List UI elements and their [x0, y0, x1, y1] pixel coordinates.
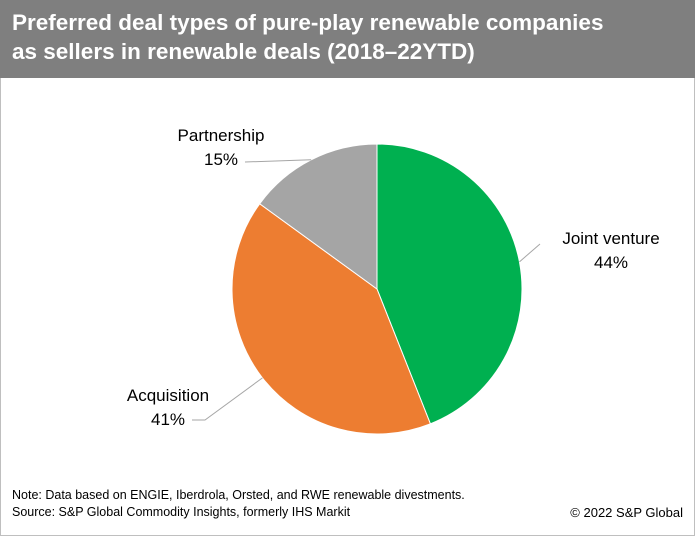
slice-label-acquisition: Acquisition — [127, 386, 209, 405]
header-bar: Preferred deal types of pure-play renewa… — [0, 0, 695, 78]
slice-value-joint-venture: 44% — [594, 253, 628, 272]
slice-label-joint-venture: Joint venture — [562, 229, 659, 248]
leader-lines — [192, 159, 541, 421]
pie-slices — [231, 143, 523, 435]
footnote-note: Note: Data based on ENGIE, Iberdrola, Or… — [12, 488, 465, 502]
slice-value-partnership: 15% — [204, 150, 238, 169]
slice-value-acquisition: 41% — [151, 410, 185, 429]
chart-title-line-1: Preferred deal types of pure-play renewa… — [12, 10, 604, 35]
copyright: © 2022 S&P Global — [570, 505, 683, 520]
slice-label-partnership: Partnership — [178, 126, 265, 145]
leader-line-joint-venture — [519, 243, 541, 263]
pie-slice-partnership — [258, 143, 378, 290]
leader-line-partnership — [244, 159, 312, 163]
footer-notes: Note: Data based on ENGIE, Iberdrola, Or… — [12, 487, 465, 521]
chart-title: Preferred deal types of pure-play renewa… — [12, 8, 692, 66]
leader-line-acquisition — [192, 377, 263, 421]
footnote-source: Source: S&P Global Commodity Insights, f… — [12, 505, 351, 519]
chart-title-line-2: as sellers in renewable deals (2018–22YT… — [12, 39, 475, 64]
